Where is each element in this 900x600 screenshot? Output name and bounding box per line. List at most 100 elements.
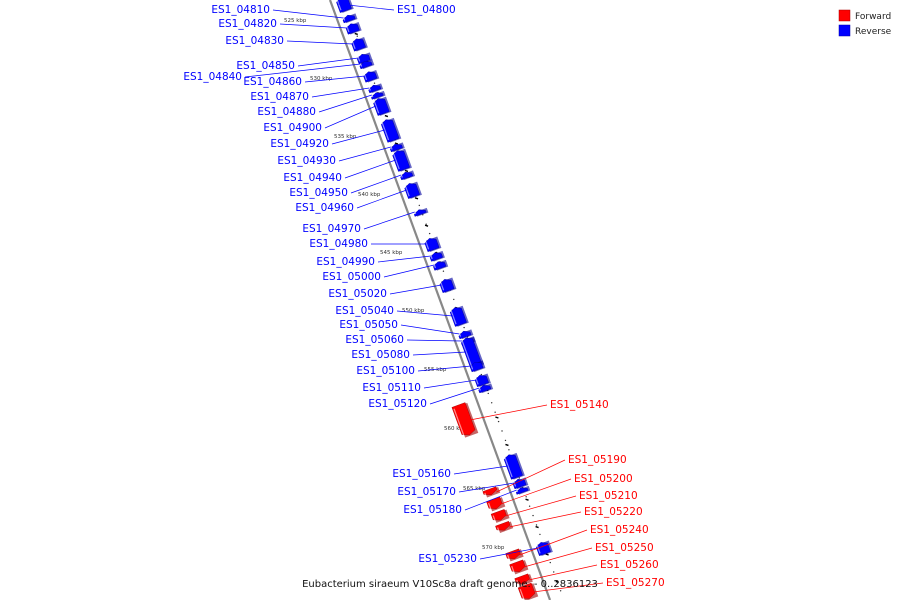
gene-glyph-es1-05140[interactable] [451,402,479,438]
gene-glyph-es1-04900[interactable] [372,96,392,117]
major-tick [354,32,358,36]
gene-glyph-es1-05190[interactable] [482,486,501,498]
minor-tick [508,449,510,451]
gene-label[interactable]: ES1_05100 [356,365,415,377]
gene-glyph-es1-05260[interactable] [514,573,533,587]
leader-line [464,489,517,511]
gene-glyph-es1-04810[interactable] [342,12,358,24]
gene-glyph-es1-05200[interactable] [486,496,506,512]
gene-glyph-es1-05050[interactable] [458,328,474,340]
gene-label[interactable]: ES1_05000 [322,271,381,283]
gene-glyph-es1-04820[interactable] [345,21,362,35]
gene-label[interactable]: ES1_04810 [211,4,270,16]
gene-label[interactable]: ES1_05190 [568,454,627,466]
gene-glyph-es1-04880[interactable] [370,90,386,100]
gene-label[interactable]: ES1_05200 [574,473,633,485]
gene-label[interactable]: ES1_04870 [250,91,309,103]
gene-body [414,209,427,217]
gene-label[interactable]: ES1_04800 [397,4,456,16]
gene-glyph-es1-05250[interactable] [509,559,529,575]
gene-label[interactable]: ES1_05230 [418,553,477,565]
gene-label[interactable]: ES1_05080 [351,349,410,361]
gene-label[interactable]: ES1_05040 [335,305,394,317]
gene-label[interactable]: ES1_05250 [595,542,654,554]
gene-label[interactable]: ES1_04970 [302,223,361,235]
gene-glyph-es1-04830[interactable] [351,36,368,52]
gene-highlight [496,527,500,531]
major-tick [404,169,409,173]
gene-label[interactable]: ES1_05160 [392,468,451,480]
gene-glyph-es1-04980[interactable] [424,236,442,253]
gene-highlight [492,515,496,521]
gene-label[interactable]: ES1_04900 [263,122,322,134]
gene-glyph-es1-05160[interactable] [503,452,525,480]
gene-label[interactable]: ES1_05050 [339,319,398,331]
gene-label[interactable]: ES1_04940 [283,172,342,184]
gene-label[interactable]: ES1_04930 [277,155,336,167]
gene-body [357,54,371,65]
gene-label[interactable]: ES1_05180 [403,504,462,516]
gene-label[interactable]: ES1_04820 [218,18,277,30]
gene-label[interactable]: ES1_04950 [289,187,348,199]
leader-line [412,351,467,356]
gene-label[interactable]: ES1_04990 [316,256,375,268]
minor-tick [501,430,503,432]
gene-glyph-es1-04940[interactable] [392,148,412,173]
gene-label[interactable]: ES1_05220 [584,506,643,518]
minor-tick [525,496,527,498]
gene-glyph-es1-05020[interactable] [439,277,457,294]
gene-glyph-es1-05180[interactable] [515,485,531,495]
gene-highlight [390,147,393,150]
gene-body [514,573,530,584]
gene-glyph-es1-05000[interactable] [432,259,449,271]
gene-label[interactable]: ES1_04980 [309,238,368,250]
gene-label[interactable]: ES1_05270 [606,577,665,589]
gene-glyph-es1-05080[interactable] [460,335,485,369]
gene-glyph-es1-05240[interactable] [505,548,524,562]
gene-glyph-es1-04930[interactable] [389,141,405,153]
leader-line [356,189,407,209]
major-tick [414,197,419,200]
gene-highlight [430,255,433,260]
gene-label[interactable]: ES1_05060 [345,334,404,346]
gene-label[interactable]: ES1_04920 [270,138,329,150]
gene-label[interactable]: ES1_05260 [600,559,659,571]
minor-tick [504,439,507,442]
major-tick [535,525,539,529]
gene-label[interactable]: ES1_04880 [257,106,316,118]
gene-label[interactable]: ES1_04860 [243,76,302,88]
gene-body [490,509,507,521]
gene-label[interactable]: ES1_04830 [225,35,284,47]
gene-label[interactable]: ES1_04960 [295,202,354,214]
gene-label[interactable]: ES1_05210 [579,490,638,502]
gene-label[interactable]: ES1_05120 [368,398,427,410]
gene-glyph-es1-05270[interactable] [517,582,539,600]
gene-glyph-es1-04800[interactable] [335,0,354,14]
gene-glyph-es1-05210[interactable] [490,509,510,524]
major-tick [394,142,399,145]
gene-glyph-es1-04950[interactable] [400,169,416,181]
gene-label[interactable]: ES1_05170 [397,486,456,498]
gene-glyph-es1-04870[interactable] [368,82,384,94]
gene-glyph-es1-04920[interactable] [380,117,402,143]
gene-glyph-es1-04840[interactable] [359,58,375,70]
gene-label[interactable]: ES1_05240 [590,524,649,536]
gene-label[interactable]: ES1_05140 [550,399,609,411]
gene-glyph-es1-05040[interactable] [449,305,469,328]
minor-tick [532,514,534,517]
gene-glyph-es1-05100[interactable] [469,359,486,373]
gene-label[interactable]: ES1_04840 [183,71,242,83]
gene-glyph-es1-05220[interactable] [495,521,514,534]
leader-line [519,529,588,556]
major-tick [384,114,389,118]
gene-glyph-es1-04970[interactable] [413,207,429,217]
gene-glyph-es1-05110[interactable] [474,373,491,388]
gene-label[interactable]: ES1_05020 [328,288,387,300]
gene-label[interactable]: ES1_05110 [362,382,421,394]
gene-glyph-es1-04960[interactable] [404,181,422,200]
gene-label[interactable]: ES1_04850 [236,60,295,72]
gene-glyph-es1-04990[interactable] [429,250,445,262]
gene-glyph-es1-05120[interactable] [478,382,494,394]
leader-line [505,495,577,517]
gene-glyph-es1-04860[interactable] [363,69,380,83]
